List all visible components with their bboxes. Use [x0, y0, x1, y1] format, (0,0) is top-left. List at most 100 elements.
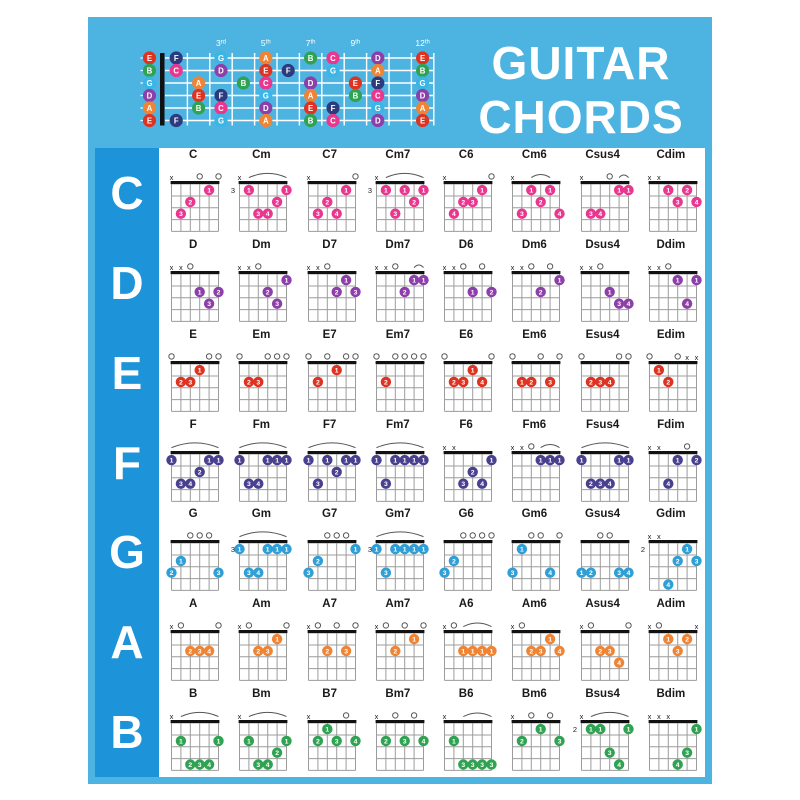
open-string-icon [577, 352, 585, 360]
chord-cell-Em: Em 2 3 [227, 328, 295, 418]
svg-text:1: 1 [403, 457, 407, 464]
finger-dot: 4 [253, 567, 264, 579]
svg-text:1: 1 [471, 289, 475, 296]
fretboard-note: D [304, 76, 318, 90]
svg-text:F: F [286, 66, 291, 75]
barre-arc [376, 531, 424, 538]
svg-text:1: 1 [539, 457, 543, 464]
fretboard-note: E [259, 63, 273, 78]
finger-dot: 2 [585, 478, 596, 489]
finger-dot: 2 [662, 376, 674, 387]
svg-text:B: B [147, 66, 153, 75]
muted-string-icon: x [695, 622, 699, 631]
svg-text:4: 4 [421, 738, 425, 745]
svg-text:D: D [375, 116, 381, 125]
svg-text:1: 1 [403, 547, 407, 554]
finger-dot: 1 [194, 364, 206, 376]
chord-name: C [188, 149, 198, 161]
finger-dot: 3 [613, 567, 624, 579]
fret-position-label: 3 [368, 186, 372, 195]
svg-text:3: 3 [207, 301, 211, 308]
svg-text:3: 3 [316, 211, 320, 218]
chord-cell-Am7: Am7 x 1 2 [364, 597, 432, 687]
chord-diagram-Cm7: x3 1 1 123 [368, 173, 429, 232]
chord-name: G7 [321, 508, 338, 521]
svg-text:4: 4 [607, 481, 611, 488]
finger-dot: 1 [371, 454, 382, 465]
finger-dot: 1 [622, 184, 634, 196]
muted-string-icon: x [657, 712, 661, 721]
svg-text:3: 3 [198, 762, 202, 769]
fretboard-note: G [214, 113, 228, 128]
fretboard-note: E [348, 76, 362, 90]
finger-dot: 1 [672, 274, 683, 286]
muted-string-icon: x [579, 622, 583, 631]
svg-text:1: 1 [247, 188, 251, 195]
finger-dot: 3 [194, 645, 206, 657]
open-string-icon [528, 263, 535, 270]
barre-arc [590, 712, 629, 718]
svg-text:3: 3 [403, 738, 407, 745]
open-string-icon [488, 352, 495, 360]
chord-diagram-Dsus4: x x 13 4 [579, 263, 634, 322]
svg-text:2: 2 [257, 649, 261, 656]
finger-dot: 2 [594, 645, 606, 657]
chord-diagram-Csus4: x 1 1 3 4 [579, 173, 634, 232]
muted-string-icon: x [695, 353, 699, 362]
finger-dot: 1 [554, 454, 566, 465]
barre-arc [239, 531, 288, 538]
open-string-icon [236, 352, 244, 360]
open-string-icon [206, 532, 213, 540]
chord-diagram-Am6: x 1 2 3 4 [511, 622, 566, 682]
svg-text:1: 1 [403, 188, 407, 195]
finger-dot: 2 [681, 184, 693, 196]
svg-text:3: 3 [462, 379, 466, 386]
finger-dot: 2 [331, 286, 342, 297]
fretboard-note: F [281, 63, 295, 78]
svg-text:1: 1 [276, 637, 280, 644]
open-string-icon [168, 352, 175, 360]
svg-text:B: B [308, 116, 314, 125]
muted-string-icon: x [170, 263, 174, 272]
fret-label: 9th [351, 38, 361, 48]
chord-name: F [189, 418, 197, 431]
fret-label: 7th [306, 38, 316, 48]
finger-dot: 3 [458, 478, 469, 489]
chord-cell-Am: Am x 1 2 3 [227, 597, 295, 687]
finger-dot: 2 [585, 376, 596, 387]
svg-text:1: 1 [384, 188, 388, 195]
svg-text:1: 1 [579, 457, 583, 464]
chord-diagram-A6: x1 1 1 1 [443, 622, 497, 682]
fretboard-note: A [192, 76, 206, 90]
finger-dot: 4 [349, 735, 361, 747]
fretboard-note: B [304, 113, 318, 128]
svg-text:2: 2 [217, 289, 221, 296]
finger-dot: 1 [458, 645, 469, 657]
finger-dot: 2 [262, 286, 274, 297]
finger-dot: 2 [681, 634, 693, 645]
svg-text:4: 4 [334, 211, 338, 218]
finger-dot: 4 [554, 645, 566, 657]
barre-arc [463, 712, 492, 718]
chord-cell-Cdim: Cdim x x 1 2 3 4 [637, 148, 705, 238]
svg-text:2: 2 [276, 199, 280, 206]
chord-name: C6 [458, 149, 474, 161]
finger-dot: 1 [418, 184, 429, 196]
finger-dot: 2 [448, 376, 460, 387]
svg-text:1: 1 [657, 367, 661, 374]
finger-dot: 2 [517, 735, 528, 747]
finger-dot: 2 [389, 645, 401, 657]
svg-text:1: 1 [421, 457, 425, 464]
svg-text:1: 1 [694, 727, 698, 734]
chord-cell-Gdim: Gdim x x 2 1 2 3 4 [637, 507, 705, 597]
open-string-icon [351, 622, 359, 629]
svg-text:1: 1 [626, 188, 630, 195]
finger-dot: 2 [321, 645, 333, 657]
open-string-icon [488, 173, 495, 180]
chord-cell-Gm6: Gm6 1 3 4 [500, 507, 568, 597]
finger-dot: 3 [517, 208, 528, 219]
fretboard-note: E [416, 113, 430, 128]
finger-dot: 3 [380, 567, 391, 579]
svg-text:C: C [375, 91, 381, 100]
chord-diagram-Fsus4: 1 1 12 3 4 [575, 441, 634, 502]
